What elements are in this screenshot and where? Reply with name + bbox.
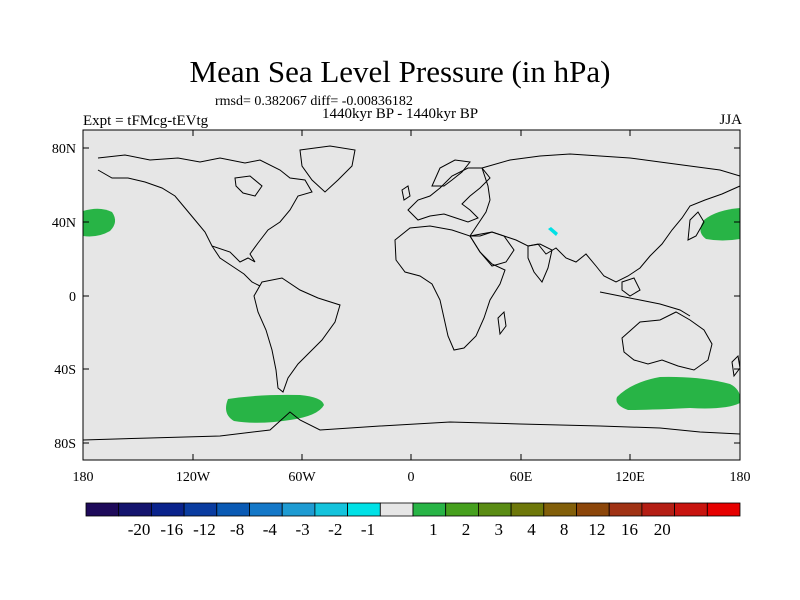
colorbar-label: -2 (328, 520, 343, 539)
coast-borneo (621, 277, 641, 297)
coast-indonesia (599, 291, 691, 317)
colorbar-label: -8 (230, 520, 245, 539)
season-label: JJA (719, 112, 742, 128)
colorbar-label: -3 (295, 520, 310, 539)
colorbar-swatch (412, 502, 447, 517)
coast-arabia (469, 231, 515, 267)
coast-europe (407, 167, 491, 223)
anomaly-region-tibet (548, 227, 558, 236)
colorbar-label: -12 (193, 520, 216, 539)
anomaly-region-north-pacific (700, 208, 740, 241)
colorbar-swatch (150, 502, 185, 517)
coast-antarctica (82, 411, 741, 441)
colorbar-label: -1 (360, 520, 376, 539)
lat-label: 40S (54, 363, 76, 378)
coastlines (82, 145, 741, 441)
anomaly-region-southern-ocean (616, 376, 741, 410)
coast-britain (401, 185, 411, 201)
colorbar-label: -16 (160, 520, 184, 539)
lon-label: 120W (176, 470, 211, 485)
colorbar-swatch (641, 502, 676, 517)
colorbar-swatch (379, 502, 414, 517)
lon-label: 180 (73, 470, 94, 485)
experiment-label: Expt = tFMcg-tEVtg (83, 113, 209, 129)
coast-australia (621, 311, 713, 371)
colorbar-swatch (674, 502, 708, 517)
lon-label: 180 (730, 470, 751, 485)
anomaly-region-west-edge (83, 208, 116, 237)
lat-label: 80N (52, 142, 76, 157)
colorbar-swatch (281, 502, 316, 517)
colorbar-swatch (445, 502, 479, 517)
map-title: Mean Sea Level Pressure (in hPa) (189, 54, 611, 89)
colorbar-swatch (216, 502, 250, 517)
colorbar-swatch (608, 502, 643, 517)
colorbar-swatch (249, 502, 283, 517)
colorbar-swatch (510, 502, 545, 517)
anomaly-region-south-pacific (226, 394, 324, 423)
colorbar-label: 3 (494, 520, 504, 539)
coast-madagascar (497, 310, 507, 336)
colorbar-label: 20 (653, 520, 671, 539)
colorbar-swatch (85, 502, 120, 517)
lat-label: 0 (69, 290, 76, 305)
coast-south-america (253, 277, 341, 393)
colorbar-label: 8 (559, 520, 569, 539)
colorbar-swatch (314, 502, 348, 517)
coast-asia (469, 153, 741, 283)
map-ocean (83, 130, 740, 460)
colorbar-swatch (576, 502, 610, 517)
colorbar-label: 1 (429, 520, 438, 539)
coast-japan (687, 211, 705, 241)
colorbar-swatch (543, 502, 577, 517)
colorbar-label: 16 (621, 520, 639, 539)
colorbar-swatch (183, 502, 218, 517)
colorbar-label: -20 (127, 520, 151, 539)
colorbar-swatch (347, 502, 381, 517)
coast-north-america (97, 154, 313, 263)
lon-label: 120E (615, 470, 645, 485)
colorbar-swatch (706, 502, 741, 517)
colorbar-swatch (118, 502, 152, 517)
coast-central-america (211, 245, 261, 287)
colorbar (85, 502, 741, 517)
colorbar-label: 2 (461, 520, 471, 539)
colorbar-label: 12 (588, 520, 606, 539)
anomaly-layer (83, 208, 741, 423)
colorbar-swatch (477, 502, 512, 517)
lat-label: 80S (54, 437, 76, 452)
colorbar-label: 4 (527, 520, 536, 539)
period-label: 1440kyr BP - 1440kyr BP (322, 106, 479, 122)
coast-scandinavia (431, 159, 471, 187)
coast-hudson-bay (234, 175, 263, 197)
colorbar-label: -4 (262, 520, 277, 539)
lon-label: 0 (408, 470, 415, 485)
lon-label: 60E (510, 470, 533, 485)
coast-greenland (299, 145, 356, 193)
stats-label: rmsd= 0.382067 diff= -0.00836182 (215, 94, 413, 109)
lat-label: 40N (52, 216, 76, 231)
coast-india (527, 243, 553, 283)
coast-africa (394, 225, 506, 351)
lon-label: 60W (288, 470, 316, 485)
map-ticks (82, 130, 741, 460)
